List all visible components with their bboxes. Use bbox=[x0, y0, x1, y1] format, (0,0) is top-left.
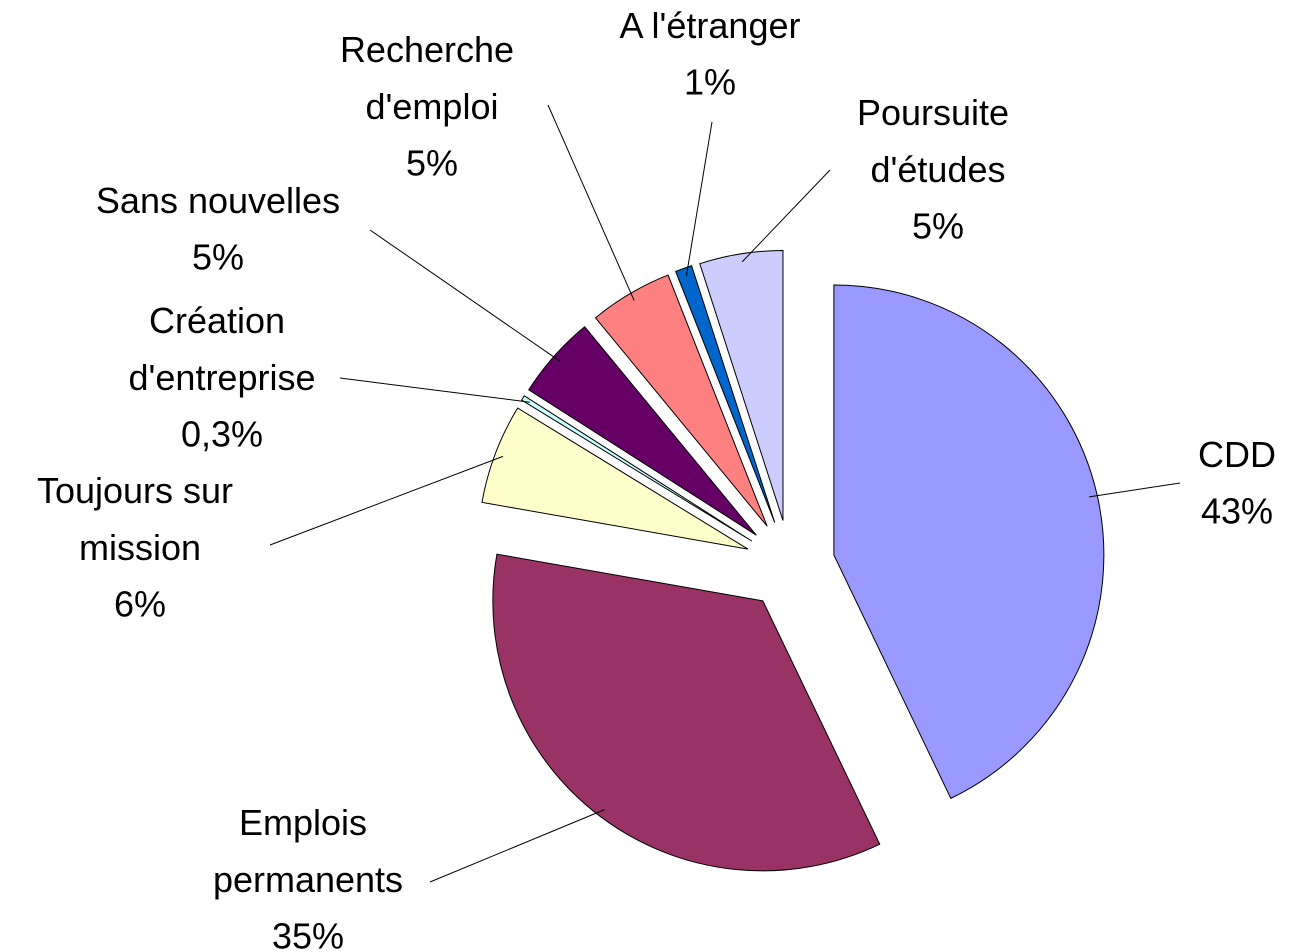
leader-line bbox=[429, 809, 605, 883]
pie-slice bbox=[528, 326, 757, 536]
pie-slice bbox=[492, 553, 881, 872]
pie-slice bbox=[594, 274, 768, 527]
leader-line bbox=[741, 169, 831, 263]
slice-label: Recherche d'emploi bbox=[340, 29, 524, 127]
slice-label: Toujours sur mission bbox=[37, 470, 243, 568]
slice-label: Sans nouvelles bbox=[96, 180, 340, 221]
slice-value-label: 5% bbox=[406, 143, 458, 184]
leader-line bbox=[1089, 482, 1181, 498]
pie-slice bbox=[520, 395, 753, 542]
pie-slice bbox=[833, 284, 1105, 800]
slice-value-label: 35% bbox=[272, 916, 344, 952]
leader-line bbox=[269, 455, 504, 546]
slice-label: CDD bbox=[1198, 434, 1276, 475]
slice-label: Emplois permanents bbox=[213, 802, 403, 900]
slice-label: A l'étranger bbox=[620, 5, 801, 46]
leader-line bbox=[685, 121, 713, 277]
pie-slice bbox=[675, 265, 776, 523]
leader-line bbox=[339, 377, 530, 403]
slice-value-label: 6% bbox=[114, 584, 166, 625]
slice-value-label: 5% bbox=[192, 237, 244, 278]
slice-label: Poursuite d'études bbox=[857, 92, 1019, 190]
leader-line bbox=[369, 229, 561, 362]
slice-value-label: 5% bbox=[912, 206, 964, 247]
slice-value-label: 1% bbox=[684, 62, 736, 103]
pie-slice bbox=[699, 250, 784, 521]
pie-slice bbox=[481, 407, 749, 550]
slice-label: Création d'entreprise bbox=[129, 300, 316, 398]
leader-line bbox=[547, 104, 635, 301]
slice-value-label: 0,3% bbox=[181, 414, 263, 455]
slice-value-label: 43% bbox=[1201, 491, 1273, 532]
